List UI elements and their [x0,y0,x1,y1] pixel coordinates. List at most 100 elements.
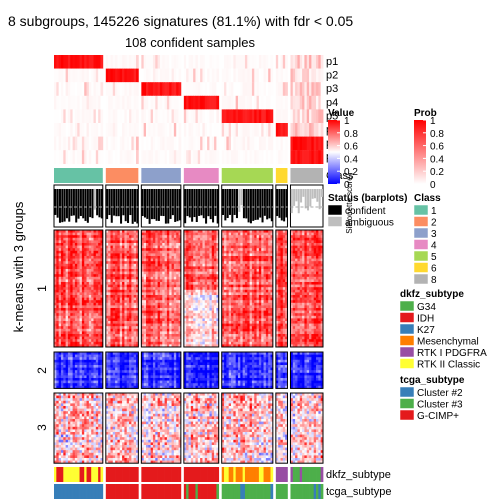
heatmap-cell [129,321,132,324]
heatmap-cell [70,341,73,345]
heatmap-cell [304,328,308,332]
heatmap-cell [292,305,296,309]
heatmap-cell [320,235,324,239]
heatmap-cell [93,300,97,304]
heatmap-cell [79,302,83,306]
heatmap-cell [316,341,319,345]
heatmap-cell [316,334,319,337]
heatmap-cell [304,339,308,343]
heatmap-cell [233,243,237,246]
heatmap-cell [131,336,135,340]
heatmap-cell [74,339,78,343]
heatmap-cell [77,321,80,324]
heatmap-cell [275,271,279,275]
heatmap-cell [249,341,253,345]
heatmap-cell [256,331,260,335]
heatmap-cell [285,230,288,233]
heatmap-cell [129,344,132,348]
heatmap-cell [148,336,151,340]
heatmap-cell [193,310,196,314]
heatmap-cell [93,276,97,280]
heatmap-cell [136,344,139,348]
heatmap-cell [297,331,301,335]
heatmap-cell [115,321,118,324]
heatmap-cell [249,279,253,283]
heatmap-cell [316,232,319,236]
heatmap-cell [221,300,225,304]
heatmap-cell [311,321,315,324]
heatmap-cell [242,276,246,280]
heatmap-cell [63,230,66,233]
heatmap-cell [58,315,62,319]
heatmap-cell [74,336,78,340]
heatmap-cell [231,245,234,249]
heatmap-cell [159,302,163,306]
heatmap-cell [211,258,215,262]
heatmap-cell [313,318,317,322]
heatmap-cell [115,282,118,285]
heatmap-cell [221,297,225,301]
heatmap-cell [216,302,220,306]
heatmap-cell [98,362,101,366]
heatmap-cell [124,336,128,340]
heatmap-cell [193,331,196,335]
heatmap-cell [318,274,322,278]
heatmap-cell [285,315,288,319]
heatmap-cell [91,261,94,265]
heatmap-cell [313,341,317,345]
heatmap-cell [320,334,324,337]
heatmap-cell [282,261,286,265]
heatmap-cell [299,321,303,324]
heatmap-cell [195,266,199,270]
heatmap-cell [290,243,294,246]
heatmap-cell [188,230,192,233]
heatmap-cell [117,336,121,340]
heatmap-cell [204,326,208,330]
heatmap-cell [200,237,203,241]
heatmap-cell [169,237,172,241]
heatmap-cell [129,237,132,241]
heatmap-cell [316,253,319,257]
heatmap-cell [105,271,109,275]
heatmap-cell [244,243,248,246]
heatmap-cell [77,359,80,363]
heatmap-cell [108,313,111,317]
heatmap-cell [313,261,317,265]
heatmap-cell [204,295,208,298]
heatmap-cell [285,308,288,311]
heatmap-cell [88,326,92,330]
heatmap-cell [86,276,90,280]
heatmap-cell [297,261,301,265]
heatmap-cell [214,295,217,298]
heatmap-cell [58,245,62,249]
heatmap-cell [157,287,161,291]
heatmap-cell [54,328,57,332]
heatmap-cell [70,230,73,233]
heatmap-cell [143,258,147,262]
heatmap-cell [282,300,286,304]
heatmap-cell [126,289,130,293]
heatmap-cell [91,289,94,293]
heatmap-cell [258,271,262,275]
heatmap-cell [115,297,118,301]
heatmap-cell [60,302,64,306]
heatmap-cell [143,245,147,249]
heatmap-cell [209,258,213,262]
heatmap-cell [88,344,92,348]
heatmap-cell [143,230,147,233]
heatmap-cell [63,250,66,254]
heatmap-cell [226,336,230,340]
heatmap-cell [221,287,225,291]
heatmap-cell [58,357,62,361]
heatmap-cell [131,274,135,278]
heatmap-cell [188,336,192,340]
heatmap-cell [231,328,234,332]
heatmap-cell [275,261,279,265]
heatmap-cell [183,318,187,322]
heatmap-cell [60,243,64,246]
heatmap-cell [100,237,104,241]
heatmap-cell [63,243,66,246]
heatmap-cell [143,323,147,327]
heatmap-cell [86,334,90,337]
heatmap-cell [247,331,250,335]
